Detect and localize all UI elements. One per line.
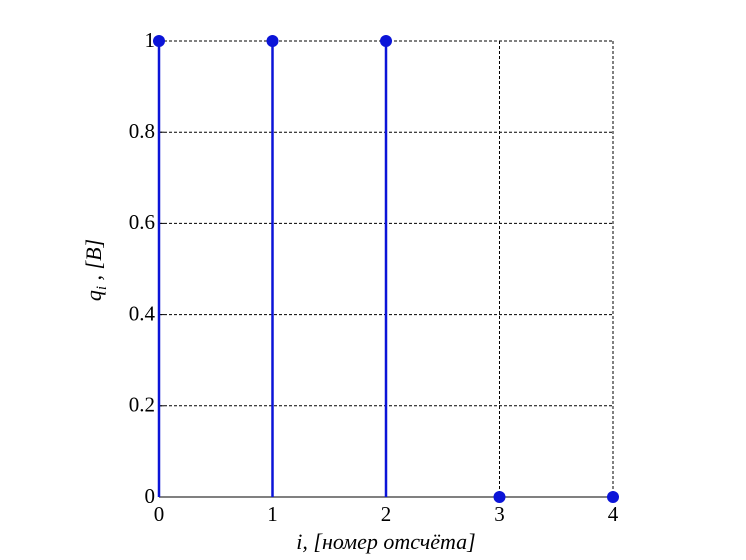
y-tick-label: 0 bbox=[145, 484, 156, 508]
x-tick-label: 0 bbox=[154, 502, 165, 526]
stem-marker bbox=[607, 491, 619, 503]
x-tick-label: 1 bbox=[267, 502, 278, 526]
stem-marker bbox=[380, 35, 392, 47]
stem-marker bbox=[266, 35, 279, 47]
y-label-symbol: q bbox=[81, 290, 106, 301]
stem-marker bbox=[493, 491, 506, 503]
y-tick-label: 0.8 bbox=[129, 119, 155, 143]
x-tick-label: 2 bbox=[381, 502, 392, 526]
y-axis-label: qi , [B] bbox=[81, 239, 110, 301]
y-tick-label: 1 bbox=[145, 28, 156, 52]
x-tick-label: 3 bbox=[494, 502, 505, 526]
x-tick-label: 4 bbox=[608, 502, 619, 526]
stem-marker bbox=[153, 35, 165, 47]
y-tick-label: 0.2 bbox=[129, 393, 155, 417]
y-label-unit: , [B] bbox=[81, 239, 106, 286]
y-label-subscript: i bbox=[94, 286, 110, 290]
y-tick-label: 0.6 bbox=[129, 210, 155, 234]
x-axis-label: i, [номер отсчёта] bbox=[296, 529, 475, 554]
y-tick-label: 0.4 bbox=[129, 301, 156, 325]
